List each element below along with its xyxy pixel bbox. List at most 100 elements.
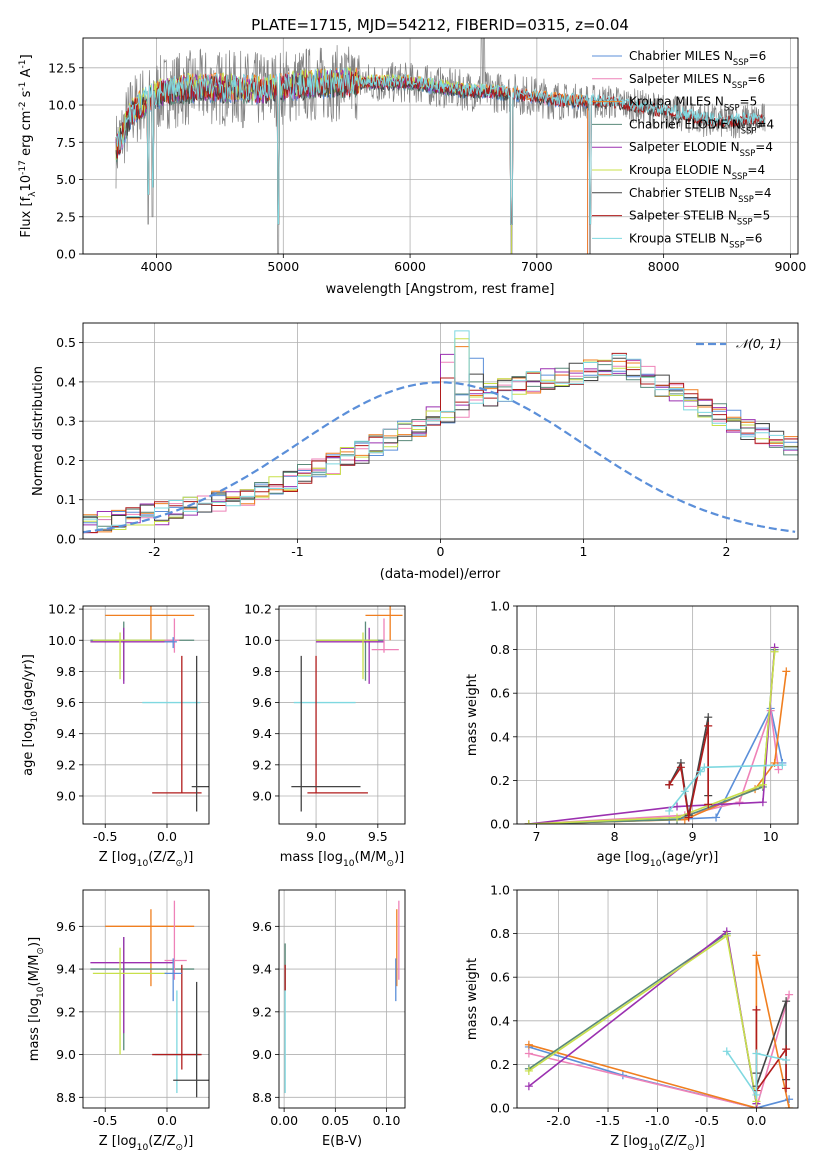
y-tick-label: 0.6 (490, 686, 510, 701)
x-axis-label: (data-model)/error (380, 567, 501, 582)
y-tick-label: 5.0 (56, 172, 76, 187)
mass-weight-marker (704, 721, 713, 730)
y-tick-label: 1.0 (490, 883, 510, 898)
x-tick-label: 7 (533, 829, 541, 844)
massweight-vs-age-panel: 7 8 9 10 0.0 0.2 0.4 0.6 0.8 1.0 age [log10(age/yr… (465, 599, 799, 869)
y-tick-label: 9.4 (252, 962, 272, 977)
y-tick-label: 8.8 (56, 1090, 76, 1105)
histogram-step-line (83, 360, 798, 534)
axes-frame (516, 605, 799, 825)
y-tick-label: 9.0 (56, 1047, 76, 1062)
legend-label: Kroupa MILES NSSP=5 (629, 95, 757, 113)
histogram-step-line (83, 352, 798, 533)
mass-weight-marker (752, 1049, 761, 1058)
plot-area (115, 38, 766, 254)
y-tick-label: 0.0 (490, 817, 510, 832)
mass-vs-ebv-panel: 0.00 0.05 0.10 8.8 9.0 9.2 9.4 9.6 E(B-V) (252, 889, 406, 1149)
y-tick-label: 9.0 (252, 1047, 272, 1062)
axes-frame (516, 889, 799, 1109)
y-tick-label: 0.8 (490, 642, 510, 657)
y-tick-label: 9.4 (56, 962, 76, 977)
y-axis-label: Flux [fλ10-17 erg cm-2 s-1 A-1] (18, 54, 38, 237)
x-tick-label: 5000 (267, 259, 299, 274)
y-tick-label: 10.2 (244, 602, 272, 617)
mass-weight-marker (782, 1084, 791, 1093)
y-tick-label: 9.6 (56, 919, 76, 934)
x-tick-label: 9 (689, 829, 697, 844)
mass-weight-marker (684, 813, 693, 822)
axes-frame (82, 605, 210, 825)
y-tick-label: 9.0 (252, 788, 272, 803)
x-tick-label: 0.05 (321, 1113, 349, 1128)
mass-weight-marker (524, 1066, 533, 1075)
x-tick-label: 8000 (648, 259, 680, 274)
plot-area (524, 927, 794, 1108)
x-axis-label: Z [log10(Z/Z⊙)] (610, 1134, 705, 1153)
legend-label: Salpeter ELODIE NSSP=4 (629, 140, 773, 158)
legend-label: Chabrier ELODIE NSSP=4 (629, 117, 774, 135)
x-axis-label: age [log10(age/yr)] (597, 850, 719, 869)
mass-weight-line (528, 671, 788, 824)
x-tick-label: 9.0 (306, 829, 326, 844)
massweight-vs-metallicity-panel: -2.0 -1.5 -1.0 -0.5 0.0 0.0 0.2 0.4 0.6 0.8 1.0 Z [… (465, 883, 799, 1153)
y-tick-label: 10.2 (48, 602, 76, 617)
y-axis-label: mass weight (465, 674, 480, 756)
axes-frame (82, 37, 799, 255)
mass-vs-metallicity-panel: -0.5 0.0 8.8 9.0 9.2 9.4 9.6 Z [log10(Z/Z⊙)] mas… (27, 889, 210, 1153)
y-tick-label: 0.3 (56, 414, 76, 429)
axes-frame (278, 889, 406, 1109)
age-vs-metallicity-panel: -0.5 0.0 9.0 9.2 9.4 9.6 9.8 10.0 10.2 Z [log10(Z… (21, 602, 210, 869)
x-tick-label: -0.5 (695, 1113, 719, 1128)
y-tick-label: 0.0 (490, 1101, 510, 1116)
mass-weight-line (726, 1050, 787, 1098)
plot-area (83, 330, 798, 534)
mass-weight-marker (700, 763, 709, 772)
plot-area (291, 606, 403, 812)
plot-area (90, 606, 209, 812)
y-tick-label: 0.4 (56, 374, 76, 389)
normal-distribution-curve (83, 381, 796, 534)
y-tick-label: 10.0 (48, 98, 76, 113)
mass-weight-marker (735, 798, 744, 807)
y-tick-label: 0.2 (56, 453, 76, 468)
y-tick-label: 9.4 (56, 726, 76, 741)
spectrum-panel: 4000 5000 6000 7000 8000 9000 0.0 2.5 5.0 7.5 10.0… (18, 37, 806, 297)
y-tick-label: 0.0 (56, 532, 76, 547)
y-tick-label: 0.8 (490, 926, 510, 941)
mass-weight-marker (676, 763, 685, 772)
y-tick-label: 9.6 (56, 695, 76, 710)
mass-weight-marker (722, 931, 731, 940)
legend-label: 𝒩(0, 1) (736, 336, 782, 351)
x-tick-label: 0.0 (157, 1113, 177, 1128)
axes-frame (82, 322, 799, 540)
x-tick-label: 10 (763, 829, 779, 844)
figure-title: PLATE=1715, MJD=54212, FIBERID=0315, z=0… (251, 16, 629, 34)
y-tick-label: 9.0 (56, 788, 76, 803)
mass-weight-marker (785, 1104, 794, 1108)
x-tick-label: -1.0 (645, 1113, 669, 1128)
mass-weight-marker (782, 997, 791, 1006)
x-tick-label: -2 (148, 544, 160, 559)
x-tick-label: 0.0 (746, 1113, 766, 1128)
y-tick-label: 9.2 (252, 1004, 272, 1019)
y-axis-label: mass weight (465, 958, 480, 1040)
y-axis-label: mass [log10(M/M⊙)] (27, 937, 46, 1061)
mass-weight-marker (752, 951, 761, 960)
y-tick-label: 0.5 (56, 335, 76, 350)
y-tick-label: 0.0 (56, 247, 76, 262)
y-tick-label: 9.2 (56, 1004, 76, 1019)
x-axis-label: mass [log10(M/M⊙)] (280, 850, 404, 869)
x-tick-label: -2.0 (546, 1113, 570, 1128)
plot-area (90, 900, 209, 1098)
y-tick-label: 10.0 (244, 633, 272, 648)
y-tick-label: 0.4 (490, 1013, 510, 1028)
legend-label: Chabrier STELIB NSSP=4 (629, 186, 772, 204)
mass-weight-marker (758, 780, 767, 789)
plot-area (524, 643, 791, 824)
age-vs-mass-panel: 9.0 9.5 9.0 9.2 9.4 9.6 9.8 10.0 10.2 mass [log10… (244, 602, 406, 869)
y-tick-label: 8.8 (252, 1090, 272, 1105)
x-tick-label: 0.00 (270, 1113, 298, 1128)
mass-weight-line (528, 651, 776, 824)
axes-frame (278, 605, 406, 825)
mass-weight-line (528, 932, 758, 1104)
